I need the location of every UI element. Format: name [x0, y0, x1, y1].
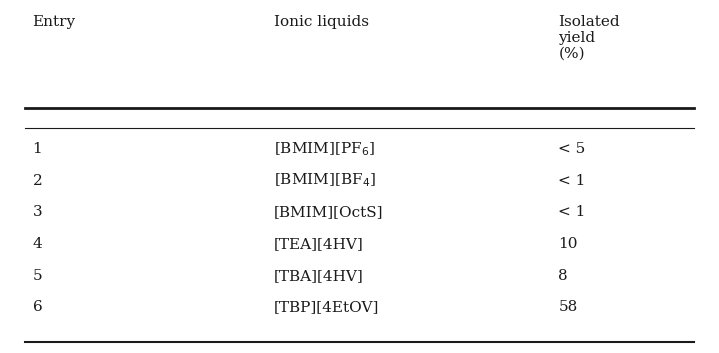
Text: 10: 10 [559, 237, 578, 251]
Text: Entry: Entry [32, 14, 75, 29]
Text: 6: 6 [32, 300, 42, 315]
Text: 3: 3 [32, 205, 42, 219]
Text: < 5: < 5 [559, 142, 586, 156]
Text: [BMIM][OctS]: [BMIM][OctS] [274, 205, 384, 219]
Text: [TBP][4EtOV]: [TBP][4EtOV] [274, 300, 380, 315]
Text: 58: 58 [559, 300, 578, 315]
Text: 8: 8 [559, 269, 568, 283]
Text: 2: 2 [32, 174, 42, 188]
Text: [TEA][4HV]: [TEA][4HV] [274, 237, 364, 251]
Text: [TBA][4HV]: [TBA][4HV] [274, 269, 364, 283]
Text: 4: 4 [32, 237, 42, 251]
Text: 1: 1 [32, 142, 42, 156]
Text: [BMIM][BF$_4$]: [BMIM][BF$_4$] [274, 172, 376, 190]
Text: Ionic liquids: Ionic liquids [274, 14, 370, 29]
Text: < 1: < 1 [559, 174, 586, 188]
Text: < 1: < 1 [559, 205, 586, 219]
Text: 5: 5 [32, 269, 42, 283]
Text: Isolated
yield
(%): Isolated yield (%) [559, 14, 620, 61]
Text: [BMIM][PF$_6$]: [BMIM][PF$_6$] [274, 140, 375, 158]
